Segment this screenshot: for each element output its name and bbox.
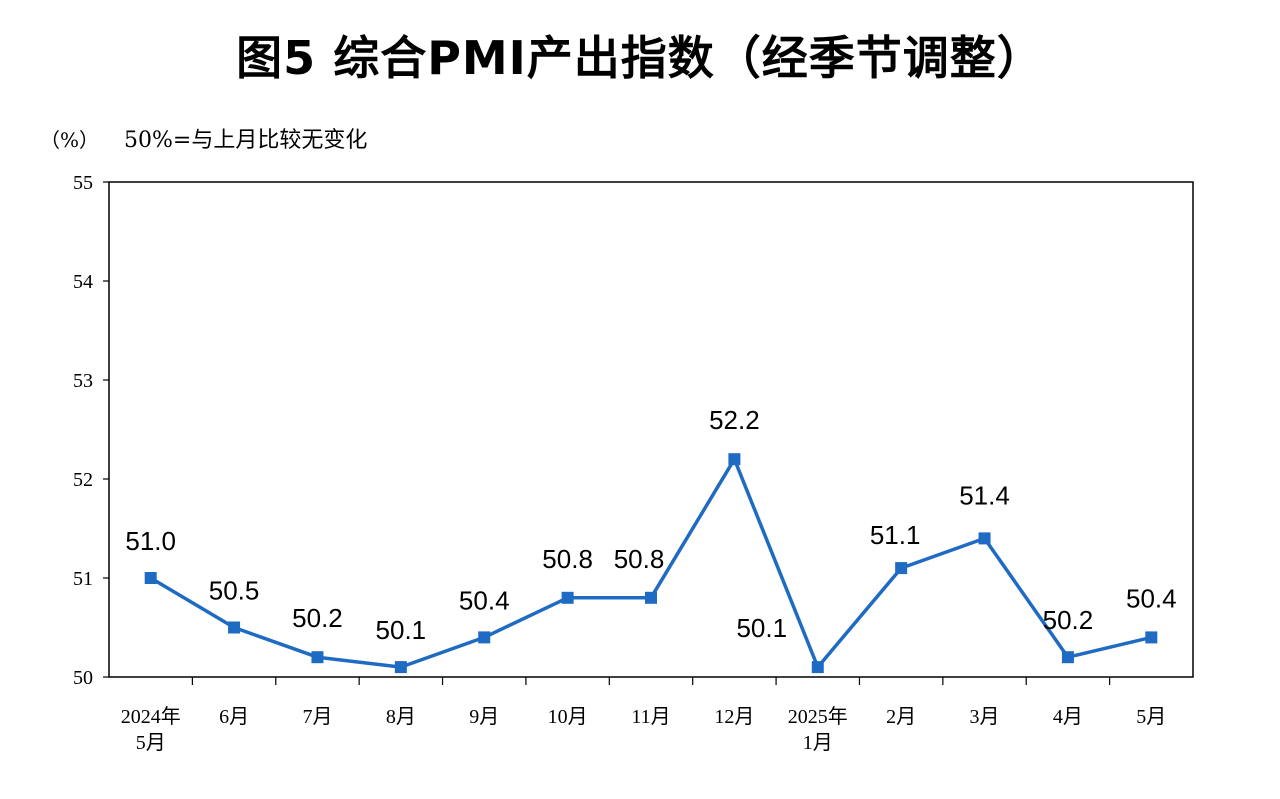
data-point-marker [978, 532, 991, 545]
y-tick-label: 54 [73, 271, 93, 293]
data-label: 50.1 [376, 615, 427, 645]
data-label: 50.8 [542, 544, 593, 574]
data-label: 51.1 [870, 520, 921, 550]
data-label: 51.4 [959, 480, 1010, 510]
data-label: 50.2 [1043, 605, 1094, 635]
data-point-marker [811, 661, 824, 674]
data-point-marker [311, 651, 324, 664]
data-point-marker [1145, 631, 1158, 644]
axes [103, 181, 1194, 685]
tick-labels: 50 51 52 53 54 55 2024年 5月 6月 7月 8月 9月 10月 11月 12月 2025… [73, 172, 1166, 754]
x-tick-label: 5月 [1136, 706, 1166, 728]
data-label: 50.1 [736, 613, 787, 643]
data-point-marker [895, 562, 908, 575]
x-tick-label: 9月 [469, 706, 499, 728]
x-tick-label: 2月 [886, 706, 916, 728]
x-tick-label: 4月 [1053, 706, 1083, 728]
data-markers [144, 453, 1158, 674]
y-tick-label: 51 [73, 568, 93, 590]
y-tick-label: 53 [73, 370, 93, 392]
data-point-marker [561, 591, 574, 604]
data-point-marker [394, 661, 407, 674]
x-tick-label: 10月 [548, 706, 588, 728]
plot-frame [108, 181, 1194, 678]
y-tick-label: 55 [73, 172, 93, 194]
x-tick-label: 2025年 1月 [788, 705, 848, 754]
data-label: 50.4 [459, 585, 510, 615]
x-tick-label: 7月 [302, 706, 332, 728]
data-point-marker [728, 453, 741, 466]
data-labels: 51.0 50.5 50.2 50.1 50.4 50.8 50.8 52.2 50.1 51.1… [125, 405, 1176, 645]
x-tick-label: 8月 [386, 706, 416, 728]
chart-title: 图5 综合PMI产出指数（经季节调整） [236, 31, 1044, 85]
data-point-marker [1061, 651, 1074, 664]
data-label: 50.4 [1126, 583, 1177, 613]
data-label: 52.2 [709, 405, 760, 435]
data-point-marker [645, 591, 657, 604]
data-label: 50.8 [614, 544, 665, 574]
x-tick-label: 2024年 5月 [121, 705, 181, 754]
data-label: 50.2 [292, 603, 343, 633]
y-tick-label: 52 [73, 469, 93, 491]
y-tick-label: 50 [73, 667, 93, 689]
data-point-marker [228, 621, 241, 634]
data-point-marker [478, 631, 491, 644]
x-tick-label: 11月 [631, 706, 670, 728]
x-tick-label: 6月 [219, 706, 249, 728]
baseline-note: 50%=与上月比较无变化 [124, 128, 368, 153]
data-label: 50.5 [209, 576, 260, 606]
y-axis-unit-label: （%） [40, 128, 100, 152]
data-point-marker [144, 572, 157, 584]
x-tick-label: 12月 [714, 706, 754, 728]
x-tick-label: 3月 [970, 706, 1000, 728]
data-label: 51.0 [125, 526, 176, 556]
